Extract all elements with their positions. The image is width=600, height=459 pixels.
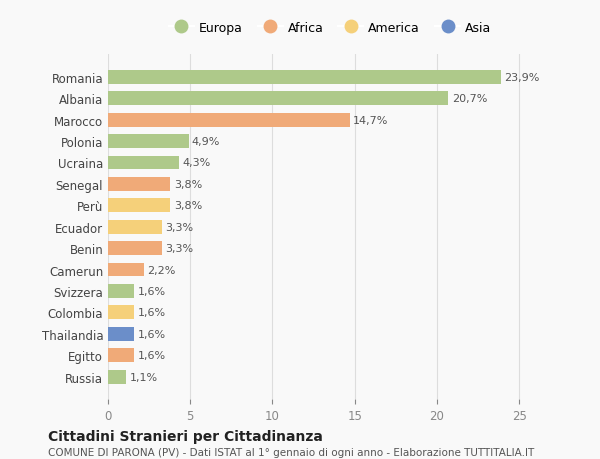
Text: 1,6%: 1,6% [137,350,166,360]
Bar [108,199,170,213]
Text: 14,7%: 14,7% [353,115,388,125]
Text: 3,3%: 3,3% [166,222,194,232]
Text: 1,6%: 1,6% [137,286,166,296]
Bar [108,220,162,234]
Bar [108,113,350,127]
Text: 4,3%: 4,3% [182,158,210,168]
Text: 1,1%: 1,1% [130,372,158,382]
Bar [108,306,134,319]
Text: 2,2%: 2,2% [148,265,176,275]
Bar [108,348,134,362]
Bar [108,156,179,170]
Text: 4,9%: 4,9% [192,137,220,147]
Bar [108,327,134,341]
Text: Cittadini Stranieri per Cittadinanza: Cittadini Stranieri per Cittadinanza [48,429,323,443]
Text: 3,3%: 3,3% [166,244,194,253]
Legend: Europa, Africa, America, Asia: Europa, Africa, America, Asia [164,17,496,39]
Bar [108,135,188,149]
Bar [108,92,448,106]
Bar [108,178,170,191]
Bar [108,284,134,298]
Text: 3,8%: 3,8% [174,179,202,190]
Text: 20,7%: 20,7% [452,94,487,104]
Bar [108,263,144,277]
Text: 3,8%: 3,8% [174,201,202,211]
Text: COMUNE DI PARONA (PV) - Dati ISTAT al 1° gennaio di ogni anno - Elaborazione TUT: COMUNE DI PARONA (PV) - Dati ISTAT al 1°… [48,448,534,458]
Bar [108,241,162,256]
Text: 1,6%: 1,6% [137,308,166,318]
Bar [108,370,126,384]
Text: 1,6%: 1,6% [137,329,166,339]
Text: 23,9%: 23,9% [505,73,539,83]
Bar [108,71,501,84]
